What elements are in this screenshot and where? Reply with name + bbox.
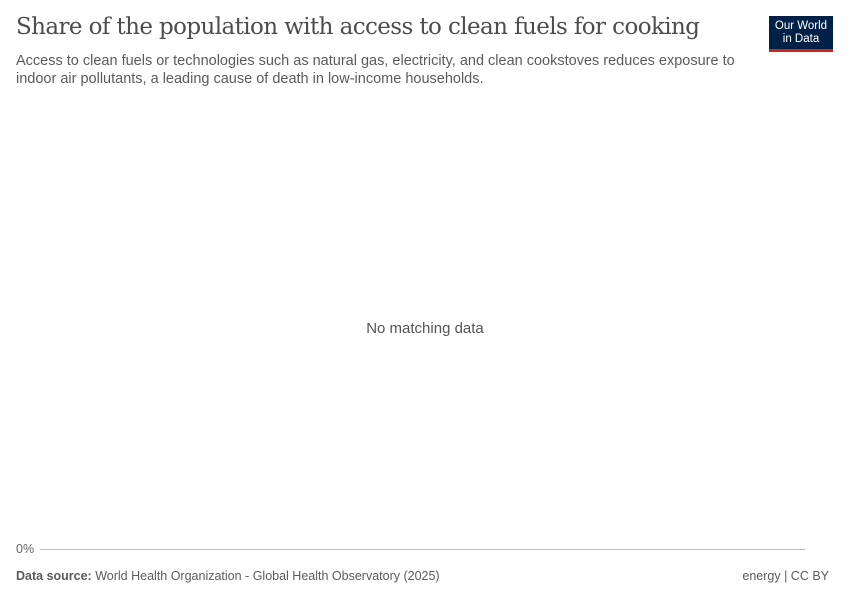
data-source-text: World Health Organization - Global Healt… bbox=[95, 569, 440, 583]
x-axis-baseline bbox=[40, 549, 805, 550]
data-source[interactable]: Data source: World Health Organization -… bbox=[16, 569, 440, 583]
y-tick-label: 0% bbox=[16, 542, 35, 556]
chart-title: Share of the population with access to c… bbox=[16, 14, 700, 40]
no-data-message: No matching data bbox=[366, 320, 484, 337]
owid-logo[interactable]: Our World in Data bbox=[769, 16, 833, 52]
data-source-label: Data source: bbox=[16, 569, 92, 583]
license-link[interactable]: energy | CC BY bbox=[742, 569, 829, 583]
chart-subtitle: Access to clean fuels or technologies su… bbox=[16, 53, 735, 87]
